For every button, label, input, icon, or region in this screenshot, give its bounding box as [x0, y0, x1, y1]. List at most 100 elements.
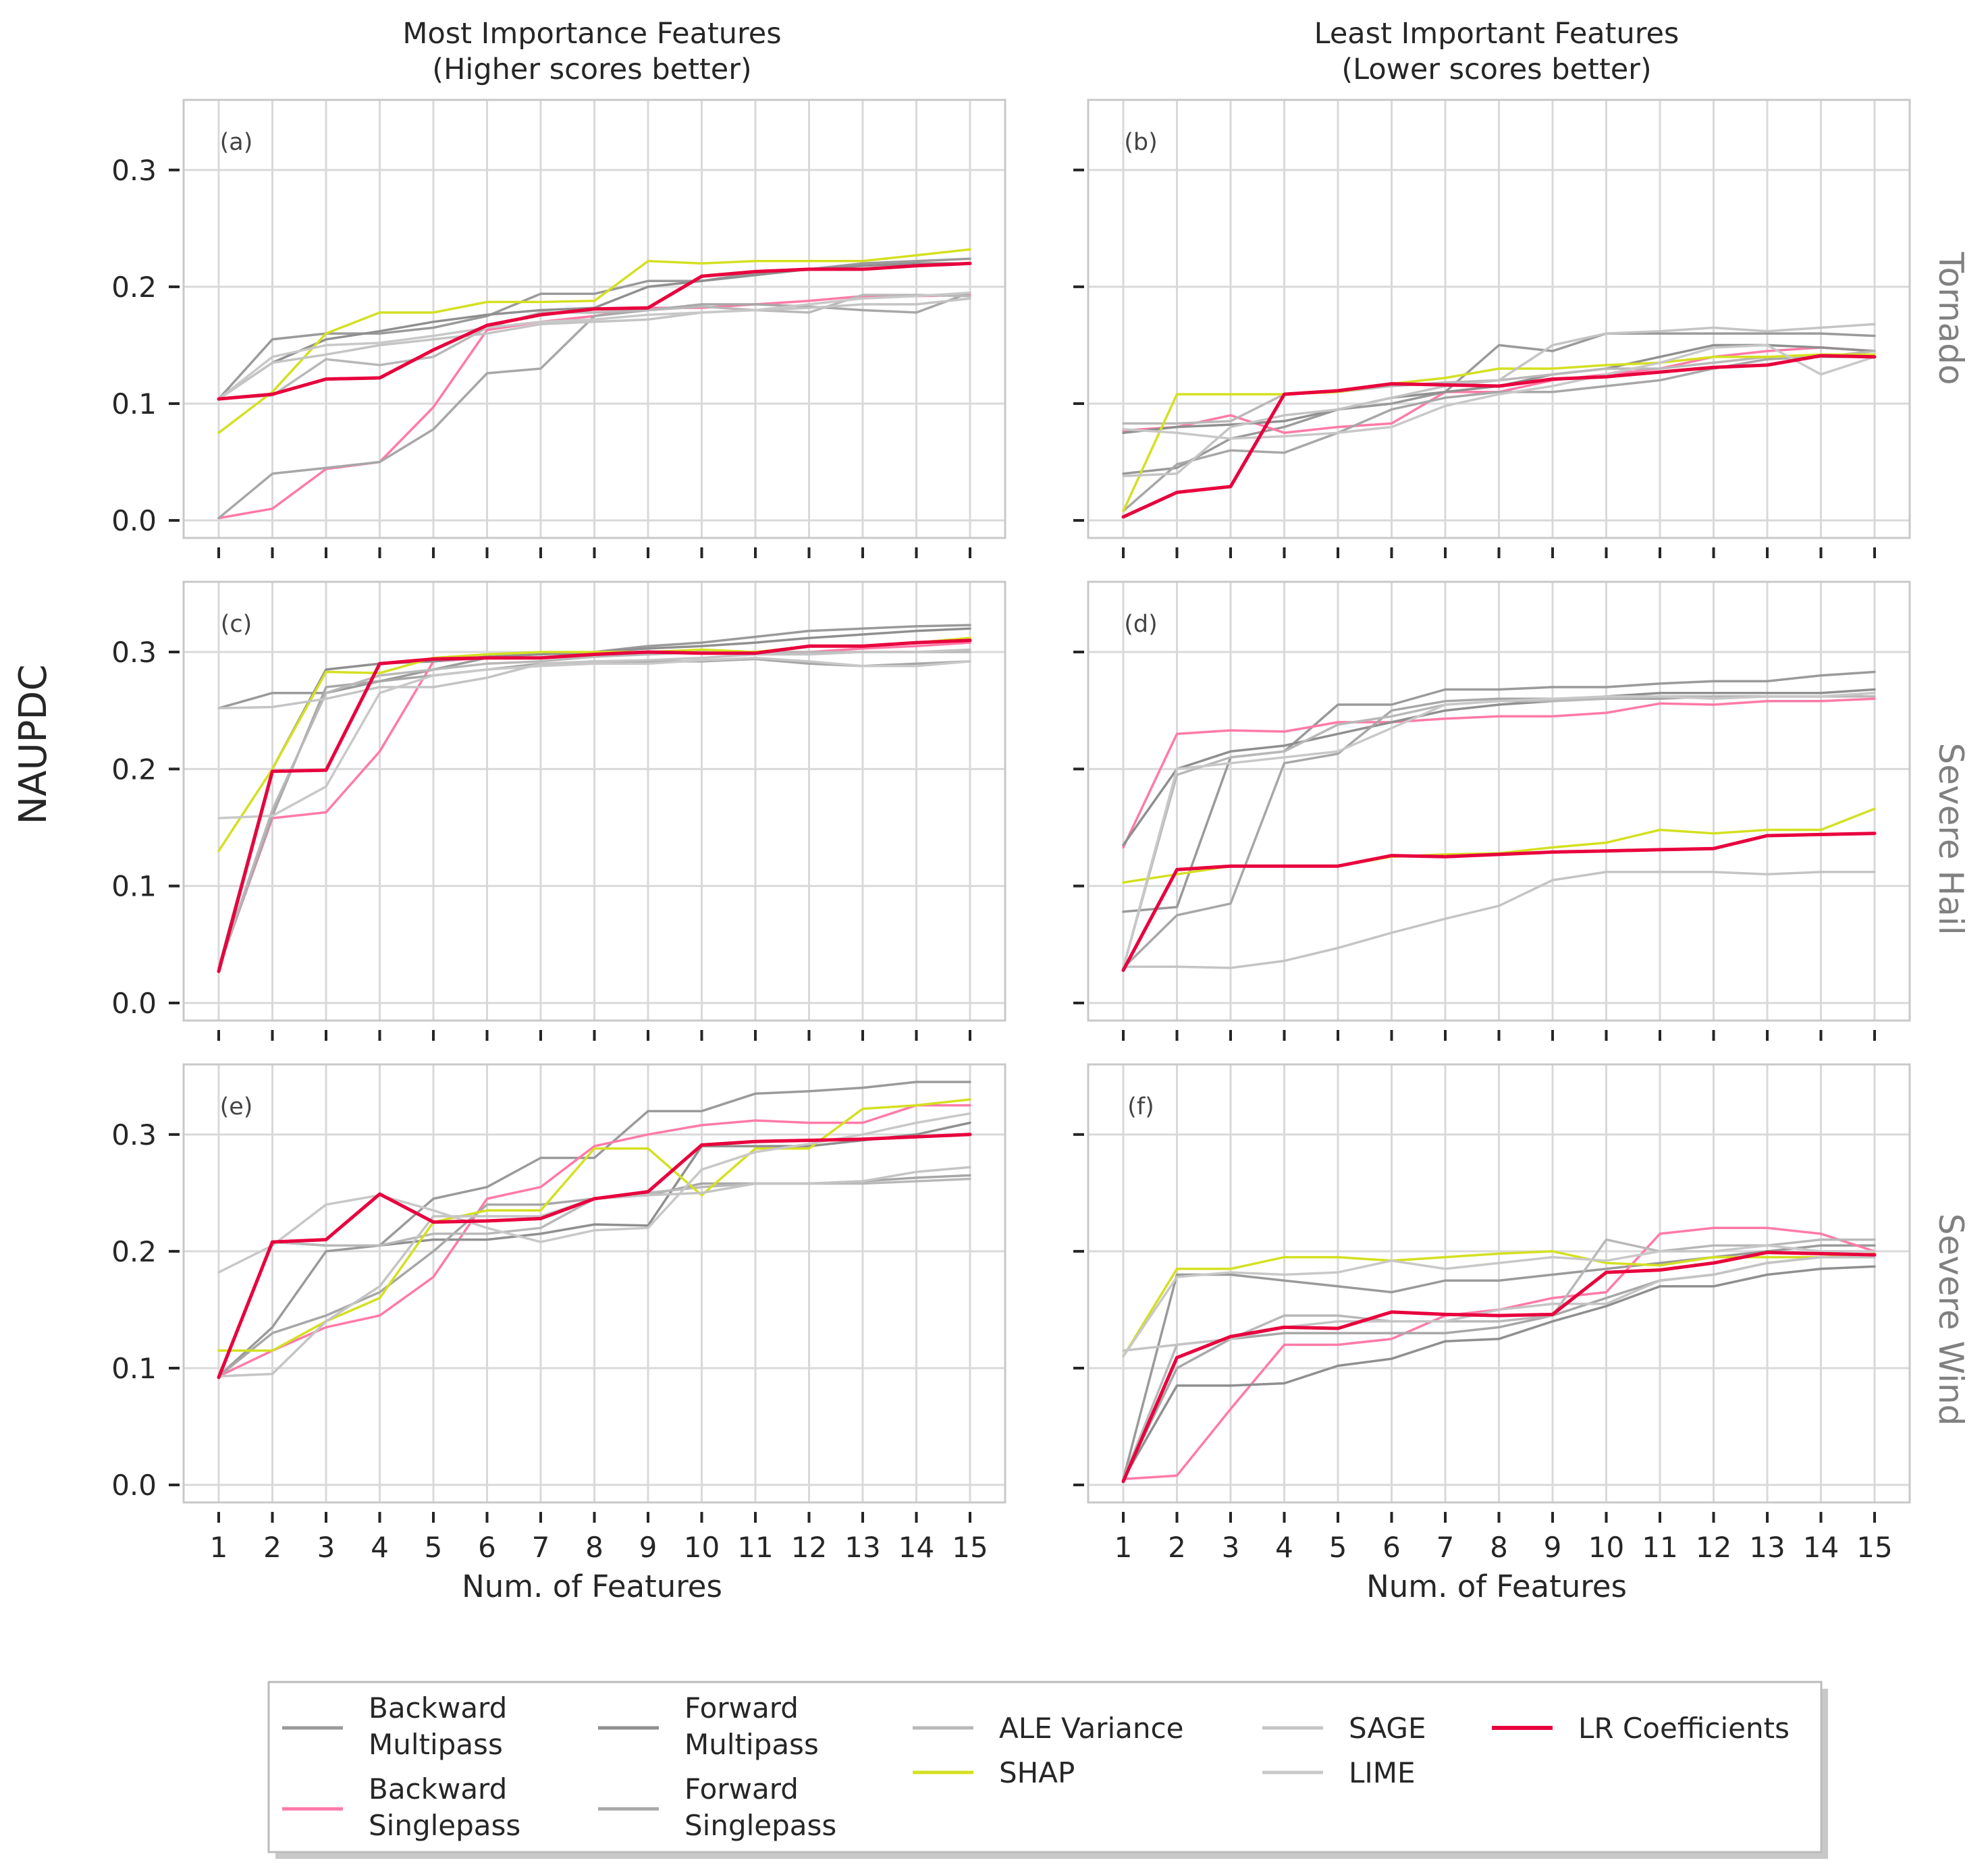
- ticks: [1073, 168, 1876, 558]
- legend-item: ALE Variance: [913, 1712, 1183, 1745]
- series-lines: [1121, 670, 1877, 972]
- legend: BackwardMultipassBackwardSinglepassForwa…: [267, 1681, 1828, 1859]
- x-tick-label: 8: [585, 1531, 603, 1564]
- panel-frame: [182, 99, 1006, 539]
- x-tick-label: 6: [478, 1531, 496, 1564]
- series-line-sage: [1122, 871, 1876, 969]
- grid: [1088, 582, 1910, 1021]
- x-tick-label: 13: [1749, 1531, 1785, 1564]
- col-title-right-line1: Least Important Features: [1314, 17, 1680, 51]
- panel-frame: [182, 580, 1006, 1022]
- series-line-lr-coefficients: [217, 639, 972, 973]
- x-tick-label: 9: [1544, 1531, 1562, 1564]
- x-tick-label: 6: [1382, 1531, 1401, 1564]
- y-tick-label: 0.3: [111, 636, 157, 669]
- y-tick-label: 0.2: [111, 271, 157, 304]
- panel-label: (c): [221, 611, 252, 638]
- series-line-lime: [1122, 1244, 1876, 1358]
- panel-label: (e): [220, 1093, 253, 1120]
- legend-label: Backward: [369, 1691, 507, 1725]
- x-tick-label: 13: [844, 1531, 880, 1564]
- x-tick-label: 7: [532, 1531, 550, 1564]
- series-line-lr-coefficients: [1121, 354, 1877, 519]
- series-line-lime: [217, 291, 971, 400]
- panel-frame: [182, 1063, 1006, 1504]
- grid: [1088, 100, 1910, 538]
- legend-label: Backward: [369, 1772, 507, 1806]
- series-line-backward-multipass: [217, 1081, 971, 1378]
- legend-label: ALE Variance: [999, 1712, 1183, 1745]
- legend-label: LR Coefficients: [1578, 1712, 1790, 1745]
- grid: [184, 100, 1005, 538]
- panel-e: 0.00.10.20.31 2 3 4 5 6 7 8 9 10 11 12 13 14 15(e): [111, 1063, 1006, 1564]
- series-line-forward-multipass: [1122, 1265, 1876, 1481]
- panel-label: (a): [220, 129, 253, 156]
- series-line-sage: [1122, 323, 1876, 478]
- legend-box: [267, 1681, 1823, 1853]
- series-line-backward-multipass: [1122, 1244, 1876, 1481]
- series-line-lr-coefficients: [1121, 1251, 1877, 1484]
- col-title-left-line1: Most Importance Features: [402, 17, 781, 51]
- grid: [1088, 1064, 1910, 1502]
- series-line-lime: [1122, 691, 1876, 969]
- x-tick-label: 5: [1329, 1531, 1347, 1564]
- series-line-sage: [217, 297, 971, 400]
- x-tick-label: 12: [1696, 1531, 1731, 1564]
- y-tick-label: 0.2: [111, 753, 157, 786]
- x-axis-label-right: Num. of Features: [1366, 1569, 1627, 1604]
- legend-item: SAGE: [1262, 1712, 1426, 1745]
- x-tick-label: 3: [317, 1531, 335, 1564]
- y-tick-label: 0.0: [111, 987, 157, 1020]
- panel-label: (f): [1127, 1093, 1154, 1120]
- series-line-lr-coefficients: [217, 1133, 972, 1380]
- series-lines: [217, 1081, 972, 1380]
- series-line-lime: [1122, 344, 1876, 440]
- x-tick-label: 5: [425, 1531, 443, 1564]
- legend-label: Forward: [684, 1691, 799, 1725]
- panel-a: 0.0 0.1 0.2 0.3 (a): [111, 99, 1006, 558]
- col-title-right-line2: (Lower scores better): [1341, 53, 1651, 86]
- series-line-sage: [217, 648, 971, 709]
- series-lines: [217, 248, 972, 520]
- ticks: 0.00.10.20.31 2 3 4 5 6 7 8 9 10 11 12 13 14 15: [111, 1118, 988, 1564]
- x-axis-label-left: Num. of Features: [462, 1569, 722, 1604]
- x-tick-label: 4: [371, 1531, 389, 1564]
- y-tick-label: 0.0: [111, 504, 157, 537]
- series-line-lime: [217, 1112, 971, 1274]
- series-lines: [217, 624, 972, 973]
- series-line-backward-multipass: [1122, 332, 1876, 475]
- x-tick-label: 2: [1168, 1531, 1186, 1564]
- x-tick-label: 3: [1222, 1531, 1240, 1564]
- legend-label: Singlepass: [369, 1809, 520, 1842]
- y-tick-label: 0.3: [111, 154, 157, 187]
- series-line-lr-coefficients: [217, 261, 972, 401]
- row-title-tornado: Tornado: [1931, 252, 1970, 385]
- y-tick-label: 0.2: [111, 1235, 157, 1268]
- legend-label: SHAP: [999, 1756, 1075, 1789]
- panel-frame: [1087, 580, 1911, 1022]
- x-tick-label: 10: [1588, 1531, 1624, 1564]
- series-line-lime: [217, 656, 971, 819]
- series-line-forward-singlepass: [217, 291, 971, 520]
- series-line-ale-variance: [1122, 1238, 1876, 1481]
- x-tick-label: 10: [684, 1531, 720, 1564]
- x-tick-label: 14: [898, 1531, 934, 1564]
- x-tick-label: 14: [1803, 1531, 1839, 1564]
- series-line-forward-singlepass: [1122, 355, 1876, 512]
- row-title-severe-wind: Severe Wind: [1931, 1214, 1970, 1426]
- y-tick-label: 0.1: [111, 870, 157, 903]
- y-tick-label: 0.1: [111, 387, 157, 420]
- x-tick-label: 1: [210, 1531, 228, 1564]
- panel-f: 1 2 3 4 5 6 7 8 9 10 11 12 13 14 15(f): [1073, 1063, 1911, 1564]
- legend-item: LIME: [1262, 1756, 1416, 1789]
- x-tick-label: 15: [1856, 1531, 1892, 1564]
- series-line-shap: [217, 248, 971, 434]
- x-tick-label: 11: [737, 1531, 773, 1564]
- x-tick-label: 4: [1275, 1531, 1293, 1564]
- panel-frame: [1087, 1063, 1911, 1504]
- grid: [184, 582, 1005, 1021]
- series-line-shap: [217, 1098, 971, 1352]
